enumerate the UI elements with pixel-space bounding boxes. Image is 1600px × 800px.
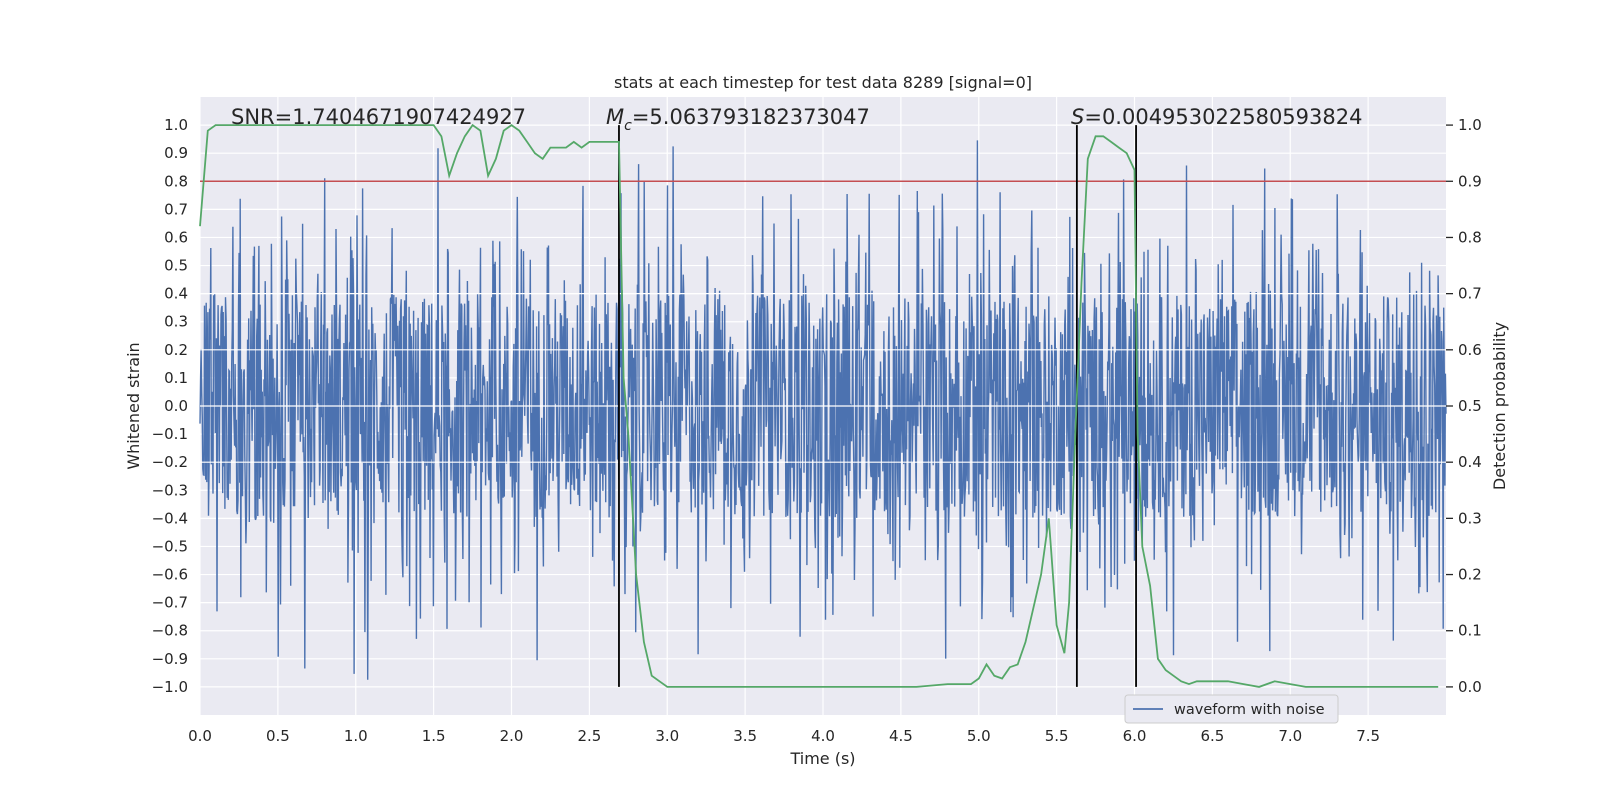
y-left-tick-label: −0.5 <box>152 537 188 555</box>
snr-annotation: SNR=1.7404671907424927 <box>231 105 526 129</box>
y-right-tick-label: 0.8 <box>1458 228 1482 246</box>
x-tick-label: 2.0 <box>500 727 524 745</box>
x-tick-label: 0.0 <box>188 727 212 745</box>
y-right-tick-label: 0.1 <box>1458 622 1482 640</box>
y-right-tick-label: 0.9 <box>1458 172 1482 190</box>
x-axis-label: Time (s) <box>789 749 855 768</box>
y-right-tick-label: 0.4 <box>1458 453 1482 471</box>
x-tick-label: 5.0 <box>967 727 991 745</box>
y-right-tick-label: 1.0 <box>1458 116 1482 134</box>
waveform-series <box>199 140 1447 680</box>
y-right-tick-label: 0.5 <box>1458 397 1482 415</box>
detection-probability-series <box>199 123 1446 688</box>
legend: waveform with noise <box>1124 694 1339 724</box>
y-right-tick-label: 0.0 <box>1458 678 1482 696</box>
x-tick-label: 1.5 <box>422 727 446 745</box>
chirp-mass-annotation: Mc=5.063793182373047 <box>606 105 870 134</box>
y-left-tick-label: 0.2 <box>164 341 188 359</box>
x-tick-label: 5.5 <box>1045 727 1069 745</box>
y-left-tick-label: −1.0 <box>152 678 188 696</box>
s-value: =0.004953022580593824 <box>1084 105 1362 129</box>
chart-title: stats at each timestep for test data 828… <box>614 73 1032 92</box>
x-tick-label: 6.5 <box>1200 727 1224 745</box>
legend-waveform-label: waveform with noise <box>1174 702 1325 718</box>
chirp-mass-symbol: M <box>606 105 624 129</box>
x-tick-label: 3.5 <box>733 727 757 745</box>
s-symbol: S <box>1071 105 1084 129</box>
x-tick-label: 7.5 <box>1356 727 1380 745</box>
right-axis-grid <box>200 293 1446 463</box>
y-left-tick-label: −0.2 <box>152 453 188 471</box>
y-right-tick-label: 0.7 <box>1458 285 1482 303</box>
y-right-tick-label: 0.2 <box>1458 566 1482 584</box>
y-axis-label-right: Detection probability <box>1490 322 1509 490</box>
tick-labels: 0.0 0.5 1.0 1.5 2.0 2.5 3.0 3.5 4.0 4.5 5.0 5.5 6.0 6… <box>152 116 1482 745</box>
y-left-tick-label: 0.4 <box>164 285 188 303</box>
y-left-tick-label: −0.1 <box>152 425 188 443</box>
y-left-tick-label: 0.3 <box>164 313 188 331</box>
x-tick-label: 3.0 <box>655 727 679 745</box>
chirp-mass-value: =5.063793182373047 <box>632 105 870 129</box>
waveform-line <box>199 140 1447 680</box>
s-annotation: S=0.004953022580593824 <box>1071 105 1362 129</box>
legend-box <box>1124 694 1339 724</box>
probability-line <box>199 123 1439 688</box>
x-tick-label: 4.0 <box>811 727 835 745</box>
y-left-tick-label: 0.1 <box>164 369 188 387</box>
chirp-mass-subscript: c <box>624 118 632 134</box>
y-left-tick-label: 0.0 <box>164 397 188 415</box>
y-right-tick-label: 0.6 <box>1458 341 1482 359</box>
y-right-tick-label: 0.3 <box>1458 509 1482 527</box>
y-left-tick-label: −0.9 <box>152 650 188 668</box>
y-left-tick-label: 1.0 <box>164 116 188 134</box>
y-left-tick-label: −0.7 <box>152 594 188 612</box>
x-tick-label: 2.5 <box>577 727 601 745</box>
x-tick-label: 6.0 <box>1123 727 1147 745</box>
y-left-tick-label: 0.7 <box>164 200 188 218</box>
x-tick-label: 4.5 <box>889 727 913 745</box>
y-left-tick-label: −0.6 <box>152 566 188 584</box>
y-left-tick-label: 0.6 <box>164 228 188 246</box>
y-left-tick-label: −0.8 <box>152 622 188 640</box>
y-left-tick-label: 0.8 <box>164 172 188 190</box>
y-left-tick-label: 0.5 <box>164 257 188 275</box>
x-tick-label: 0.5 <box>266 727 290 745</box>
y-left-tick-label: −0.4 <box>152 509 188 527</box>
y-axis-label-left: Whitened strain <box>124 342 143 469</box>
y-left-tick-label: 0.9 <box>164 144 188 162</box>
x-tick-label: 7.0 <box>1278 727 1302 745</box>
y-left-tick-label: −0.3 <box>152 481 188 499</box>
x-tick-label: 1.0 <box>344 727 368 745</box>
